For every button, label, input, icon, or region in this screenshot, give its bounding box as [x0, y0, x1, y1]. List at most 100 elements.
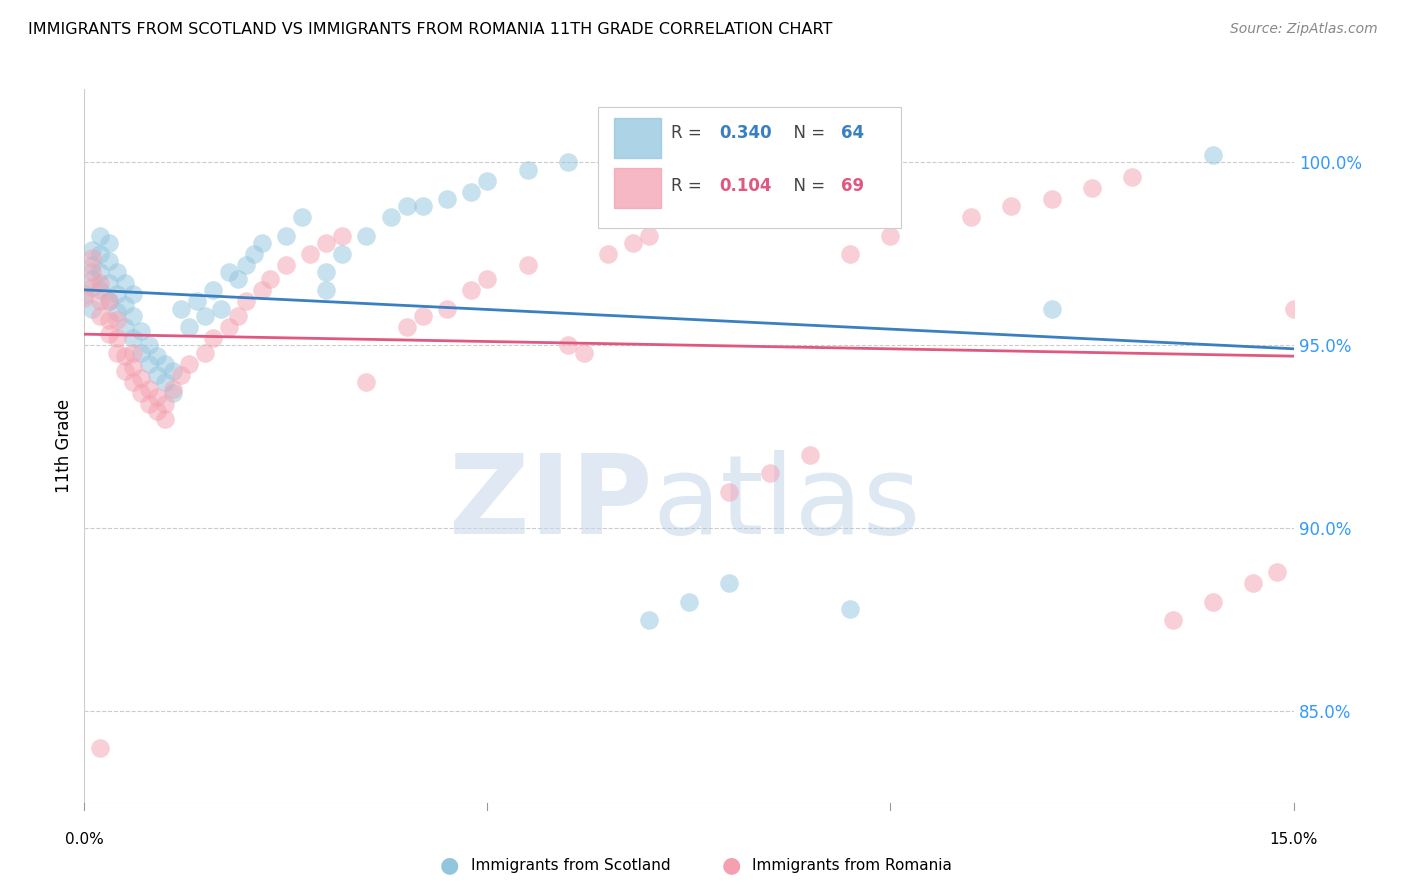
Point	[242, 247, 264, 261]
Point	[436, 192, 458, 206]
Text: Immigrants from Scotland: Immigrants from Scotland	[471, 858, 671, 872]
Point	[97, 294, 120, 309]
Point	[153, 375, 176, 389]
Point	[299, 247, 322, 261]
Text: ZIP: ZIP	[450, 450, 652, 557]
Point	[82, 251, 104, 265]
Point	[209, 301, 232, 316]
Point	[129, 345, 152, 359]
Text: 0.0%: 0.0%	[65, 832, 104, 847]
Text: 64: 64	[841, 125, 865, 143]
Point	[105, 345, 128, 359]
Point	[114, 276, 136, 290]
Point	[460, 284, 482, 298]
Point	[274, 228, 297, 243]
Point	[89, 309, 111, 323]
Point	[73, 287, 96, 301]
Point	[89, 265, 111, 279]
Point	[97, 254, 120, 268]
Point	[235, 258, 257, 272]
Point	[1081, 181, 1104, 195]
Point	[557, 155, 579, 169]
Point	[718, 484, 741, 499]
Point	[1267, 566, 1289, 580]
Point	[146, 368, 169, 382]
Point	[330, 228, 353, 243]
Point	[572, 345, 595, 359]
Point	[138, 357, 160, 371]
Point	[89, 276, 111, 290]
Point	[291, 211, 314, 225]
Point	[138, 338, 160, 352]
Point	[330, 247, 353, 261]
Point	[202, 284, 225, 298]
Point	[153, 411, 176, 425]
Point	[121, 287, 143, 301]
Point	[129, 371, 152, 385]
Point	[395, 320, 418, 334]
Point	[121, 375, 143, 389]
Text: 69: 69	[841, 177, 865, 194]
Point	[960, 211, 983, 225]
Text: R =: R =	[671, 177, 707, 194]
Point	[194, 345, 217, 359]
Point	[460, 185, 482, 199]
Point	[97, 235, 120, 250]
Text: R =: R =	[671, 125, 707, 143]
Point	[226, 309, 249, 323]
Point	[97, 327, 120, 342]
Point	[879, 228, 901, 243]
Point	[97, 276, 120, 290]
Point	[250, 235, 273, 250]
Text: IMMIGRANTS FROM SCOTLAND VS IMMIGRANTS FROM ROMANIA 11TH GRADE CORRELATION CHART: IMMIGRANTS FROM SCOTLAND VS IMMIGRANTS F…	[28, 22, 832, 37]
Point	[138, 397, 160, 411]
Text: Immigrants from Romania: Immigrants from Romania	[752, 858, 952, 872]
Point	[105, 265, 128, 279]
Point	[315, 265, 337, 279]
Point	[315, 235, 337, 250]
Point	[516, 162, 538, 177]
Point	[146, 390, 169, 404]
Point	[89, 294, 111, 309]
Point	[121, 345, 143, 359]
Point	[105, 312, 128, 326]
FancyBboxPatch shape	[599, 107, 901, 228]
Point	[1202, 148, 1225, 162]
Point	[170, 368, 193, 382]
Point	[226, 272, 249, 286]
Point	[89, 247, 111, 261]
Point	[121, 331, 143, 345]
Point	[598, 247, 620, 261]
Point	[170, 301, 193, 316]
Point	[218, 320, 240, 334]
Point	[89, 284, 111, 298]
Point	[250, 284, 273, 298]
Point	[718, 576, 741, 591]
Point	[1241, 576, 1264, 591]
Point	[105, 331, 128, 345]
Point	[356, 228, 378, 243]
Point	[637, 613, 659, 627]
Point	[218, 265, 240, 279]
FancyBboxPatch shape	[614, 169, 661, 209]
Point	[162, 386, 184, 401]
Point	[678, 211, 700, 225]
Point	[82, 301, 104, 316]
Point	[153, 397, 176, 411]
Point	[395, 199, 418, 213]
FancyBboxPatch shape	[614, 119, 661, 159]
Point	[82, 280, 104, 294]
Point	[412, 199, 434, 213]
Point	[129, 386, 152, 401]
Point	[315, 284, 337, 298]
Point	[598, 155, 620, 169]
Point	[179, 357, 201, 371]
Point	[97, 294, 120, 309]
Point	[1000, 199, 1022, 213]
Point	[114, 349, 136, 363]
Point	[839, 602, 862, 616]
Point	[1040, 301, 1063, 316]
Point	[678, 594, 700, 608]
Point	[477, 272, 499, 286]
Point	[202, 331, 225, 345]
